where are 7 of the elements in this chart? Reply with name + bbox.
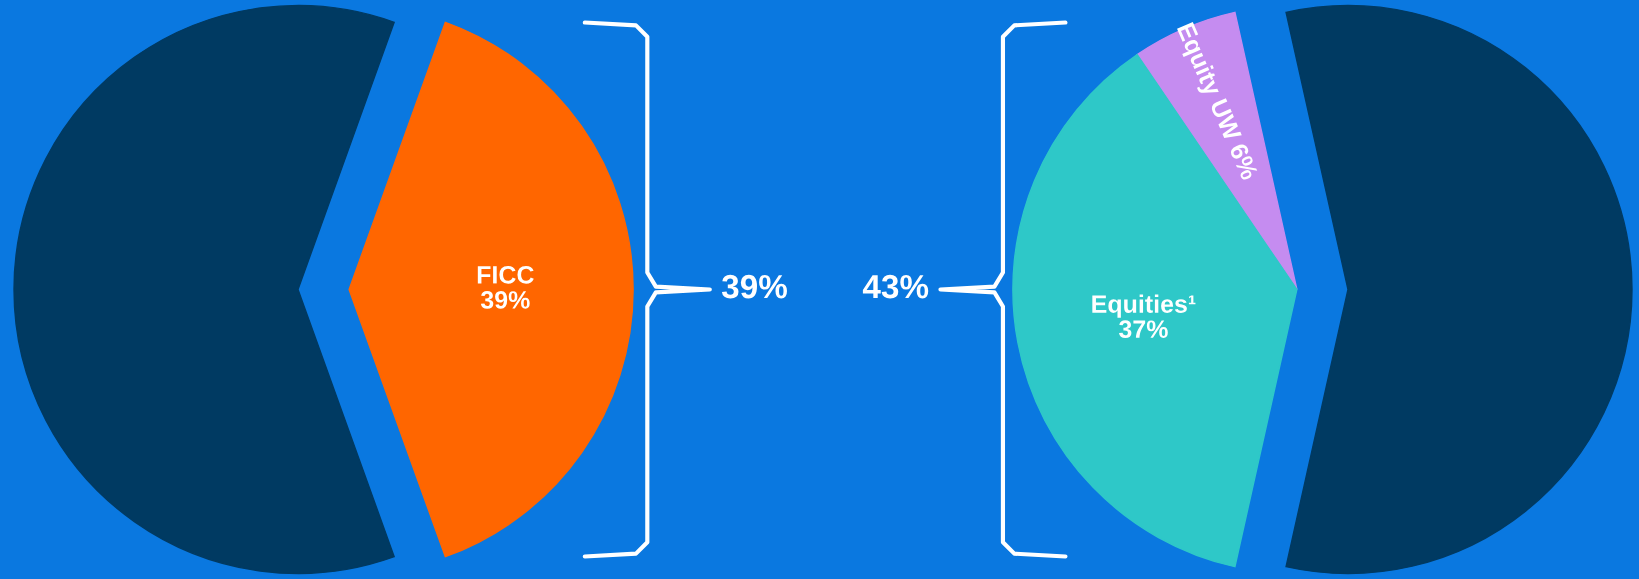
text: 39% xyxy=(721,274,787,299)
slice-label: Equities¹ xyxy=(1092,294,1196,318)
data-label: 39% xyxy=(480,291,530,309)
data-label: 37% xyxy=(1119,320,1168,339)
slice-label: FICC xyxy=(477,265,534,284)
slice-label: Equity UW 6% xyxy=(1172,21,1260,183)
text: 43% xyxy=(862,274,929,299)
